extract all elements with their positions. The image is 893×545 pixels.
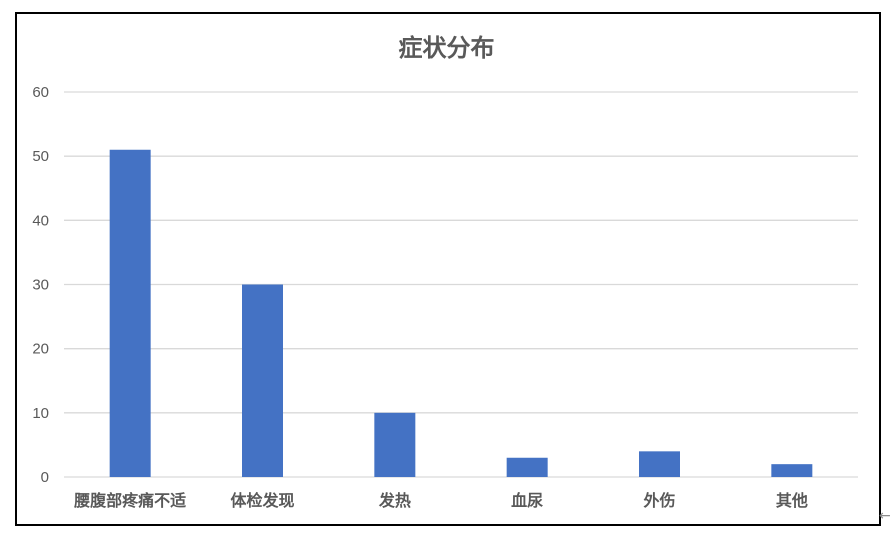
y-tick-label: 20	[32, 341, 49, 358]
y-axis-tick-labels: 0 10 20 30 40 50 60	[32, 84, 49, 486]
bar	[109, 149, 151, 477]
arrow-left-icon: ←	[879, 508, 891, 524]
x-category-label: 发热	[378, 491, 411, 510]
chart-frame	[15, 12, 881, 526]
y-tick-label: 40	[32, 212, 49, 229]
x-category-label: 体检发现	[230, 491, 294, 510]
x-category-label: 其他	[776, 491, 808, 510]
x-category-label: 外伤	[642, 491, 675, 510]
y-tick-label: 30	[32, 277, 49, 294]
chart-title: 症状分布	[398, 34, 495, 62]
gridlines	[64, 91, 858, 478]
bar	[242, 284, 283, 477]
y-tick-label: 50	[32, 148, 49, 165]
y-tick-label: 0	[41, 469, 49, 486]
y-tick-label: 10	[32, 405, 49, 422]
bars	[109, 149, 813, 477]
bar	[771, 464, 813, 477]
bar	[374, 412, 416, 477]
x-category-label: 腰腹部疼痛不适	[74, 491, 186, 510]
x-category-label: 血尿	[511, 491, 543, 510]
y-tick-label: 60	[32, 84, 49, 101]
x-axis-category-labels: 腰腹部疼痛不适 体检发现 发热 血尿 外伤 其他	[74, 491, 808, 510]
bar	[639, 451, 680, 477]
bar	[506, 457, 548, 477]
